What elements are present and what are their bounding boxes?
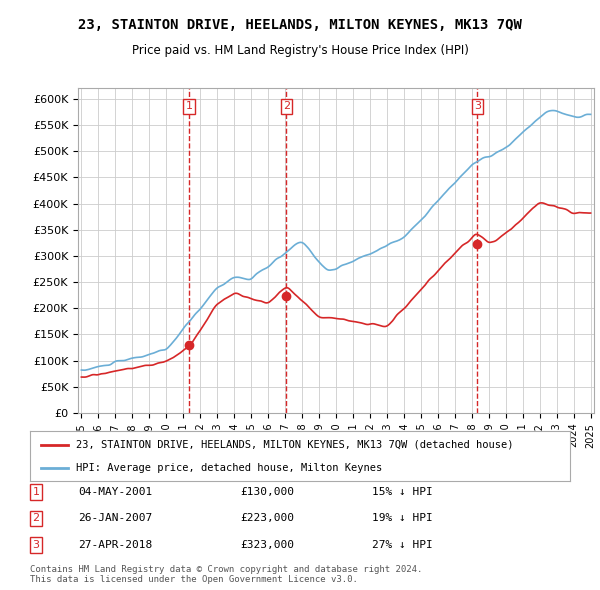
Text: 3: 3: [32, 540, 40, 550]
Text: 27% ↓ HPI: 27% ↓ HPI: [372, 540, 433, 550]
Text: 2: 2: [32, 513, 40, 523]
Text: 1: 1: [32, 487, 40, 497]
Text: £130,000: £130,000: [240, 487, 294, 497]
Text: 23, STAINTON DRIVE, HEELANDS, MILTON KEYNES, MK13 7QW (detached house): 23, STAINTON DRIVE, HEELANDS, MILTON KEY…: [76, 440, 514, 450]
Text: 23, STAINTON DRIVE, HEELANDS, MILTON KEYNES, MK13 7QW: 23, STAINTON DRIVE, HEELANDS, MILTON KEY…: [78, 18, 522, 32]
Text: 3: 3: [474, 101, 481, 112]
Text: £223,000: £223,000: [240, 513, 294, 523]
Text: 27-APR-2018: 27-APR-2018: [78, 540, 152, 550]
Text: £323,000: £323,000: [240, 540, 294, 550]
Text: 1: 1: [185, 101, 193, 112]
Text: 26-JAN-2007: 26-JAN-2007: [78, 513, 152, 523]
Text: 04-MAY-2001: 04-MAY-2001: [78, 487, 152, 497]
Text: 2: 2: [283, 101, 290, 112]
Text: HPI: Average price, detached house, Milton Keynes: HPI: Average price, detached house, Milt…: [76, 463, 382, 473]
Text: Price paid vs. HM Land Registry's House Price Index (HPI): Price paid vs. HM Land Registry's House …: [131, 44, 469, 57]
Text: Contains HM Land Registry data © Crown copyright and database right 2024.
This d: Contains HM Land Registry data © Crown c…: [30, 565, 422, 584]
Text: 19% ↓ HPI: 19% ↓ HPI: [372, 513, 433, 523]
Text: 15% ↓ HPI: 15% ↓ HPI: [372, 487, 433, 497]
